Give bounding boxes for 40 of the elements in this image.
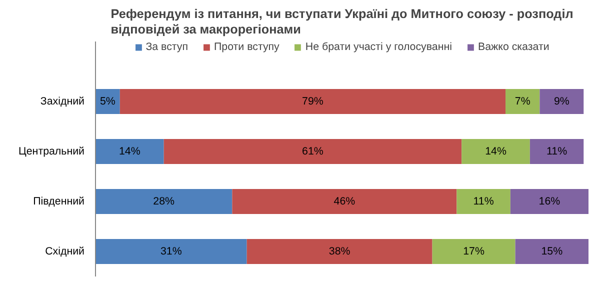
data-label: 11% — [546, 146, 568, 158]
bar — [96, 189, 232, 214]
y-tick-label: Центральний — [18, 146, 85, 158]
bar — [530, 139, 584, 164]
data-label: 31% — [160, 246, 182, 258]
bar — [232, 189, 457, 214]
bar — [515, 239, 588, 264]
bar — [96, 239, 247, 264]
data-label: 9% — [554, 96, 570, 108]
y-tick-label: Західний — [40, 96, 85, 108]
bar — [456, 189, 510, 214]
data-label: 14% — [119, 146, 141, 158]
data-label: 5% — [100, 96, 116, 108]
data-label: 46% — [334, 196, 356, 208]
bar — [510, 189, 588, 214]
bar — [246, 239, 432, 264]
bar — [506, 89, 540, 114]
data-label: 28% — [153, 196, 176, 208]
data-label: 79% — [302, 96, 324, 108]
data-label: 7% — [514, 96, 531, 108]
legend-label: Проти вступу — [214, 41, 280, 53]
bar — [96, 139, 164, 164]
y-tick-label: Східний — [45, 246, 85, 258]
data-label: 38% — [328, 246, 351, 258]
y-tick-label: Південний — [33, 196, 85, 208]
data-label: 16% — [538, 196, 561, 208]
legend-label: Не брати участі у голосуванні — [305, 41, 452, 53]
bar — [462, 139, 530, 164]
legend-label: За вступ — [146, 41, 188, 53]
data-label: 14% — [485, 146, 507, 158]
legend-label: Важко сказати — [478, 41, 550, 53]
data-label: 15% — [541, 246, 564, 258]
bar — [120, 89, 506, 114]
bar — [432, 239, 516, 264]
chart-title: Референдум із питання, чи вступати Україні до Митного союзу - розподіл відповідей за макрорегіонами — [110, 7, 574, 36]
bar — [164, 139, 462, 164]
bar — [540, 89, 584, 114]
data-label: 61% — [302, 146, 324, 158]
data-label: 17% — [463, 246, 485, 258]
data-label: 11% — [473, 196, 494, 208]
